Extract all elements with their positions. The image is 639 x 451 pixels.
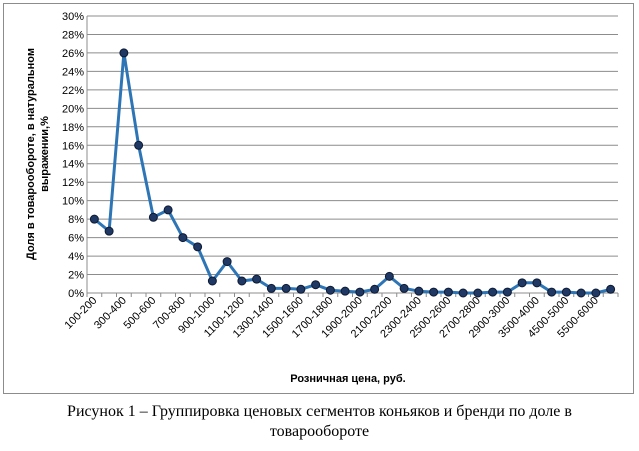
y-tick-label: 0%	[68, 288, 84, 300]
data-point	[252, 274, 262, 284]
data-point	[355, 287, 365, 297]
data-point	[473, 288, 483, 298]
data-point	[399, 283, 409, 293]
y-axis-title-line1: Доля в товарообороте, в натуральном	[25, 48, 37, 260]
data-point	[340, 286, 350, 296]
data-point	[591, 288, 601, 298]
data-point	[532, 278, 542, 288]
data-point	[370, 284, 380, 294]
y-tick-label: 4%	[68, 251, 84, 263]
y-tick-label: 18%	[62, 122, 84, 134]
data-point	[606, 284, 616, 294]
data-point	[222, 257, 232, 267]
data-point	[488, 287, 498, 297]
data-point	[443, 287, 453, 297]
gridlines	[86, 15, 618, 294]
y-tick-label: 6%	[68, 233, 84, 245]
data-point	[119, 48, 129, 58]
price-segment-line-chart: 0% 2% 4% 6% 8% 10% 12% 14% 16% 18% 20% 22% 24% 26% 28%…	[25, 11, 619, 385]
y-tick-label: 12%	[62, 177, 84, 189]
y-tick-label: 22%	[62, 85, 84, 97]
data-point	[104, 226, 114, 236]
data-point	[429, 287, 439, 297]
data-point	[148, 212, 158, 222]
series-line	[93, 51, 611, 295]
y-tick-label: 8%	[68, 214, 84, 226]
x-axis-ticks: 100-200300-400500-600700-800900-10001100…	[62, 293, 619, 340]
data-point	[281, 283, 291, 293]
y-axis-title-line2: выражении,%	[39, 116, 51, 192]
y-axis-ticks: 0% 2% 4% 6% 8% 10% 12% 14% 16% 18% 20% 22% 24% 26% 28%…	[62, 11, 84, 300]
data-point	[576, 288, 586, 298]
figure-caption: Рисунок 1 – Группировка ценовых сегменто…	[0, 402, 639, 442]
y-tick-label: 16%	[62, 140, 84, 152]
data-point	[207, 276, 217, 286]
y-tick-label: 14%	[62, 159, 84, 171]
y-tick-label: 26%	[62, 48, 84, 60]
y-tick-label: 10%	[62, 196, 84, 208]
data-point	[414, 286, 424, 296]
y-tick-label: 30%	[62, 11, 84, 23]
data-point	[178, 233, 188, 243]
data-point	[89, 214, 99, 224]
series	[89, 48, 616, 298]
x-axis-title: Розничная цена, руб.	[290, 373, 405, 385]
y-tick-label: 20%	[62, 103, 84, 115]
chart-frame	[3, 3, 634, 394]
y-tick-label: 2%	[68, 270, 84, 282]
caption-line-2: товарообороте	[269, 423, 370, 440]
data-point	[134, 140, 144, 150]
data-point	[163, 205, 173, 215]
data-point	[547, 287, 557, 297]
data-point	[517, 278, 527, 288]
data-point	[193, 242, 203, 252]
data-point	[266, 283, 276, 293]
y-tick-label: 28%	[62, 29, 84, 41]
data-point	[237, 276, 247, 286]
y-tick-label: 24%	[62, 66, 84, 78]
data-point	[311, 280, 321, 290]
data-point	[561, 287, 571, 297]
data-point	[384, 271, 394, 281]
data-point	[458, 288, 468, 298]
data-point	[502, 287, 512, 297]
caption-line-1: Рисунок 1 – Группировка ценовых сегменто…	[67, 403, 572, 420]
data-point	[325, 285, 335, 295]
data-point	[296, 284, 306, 294]
